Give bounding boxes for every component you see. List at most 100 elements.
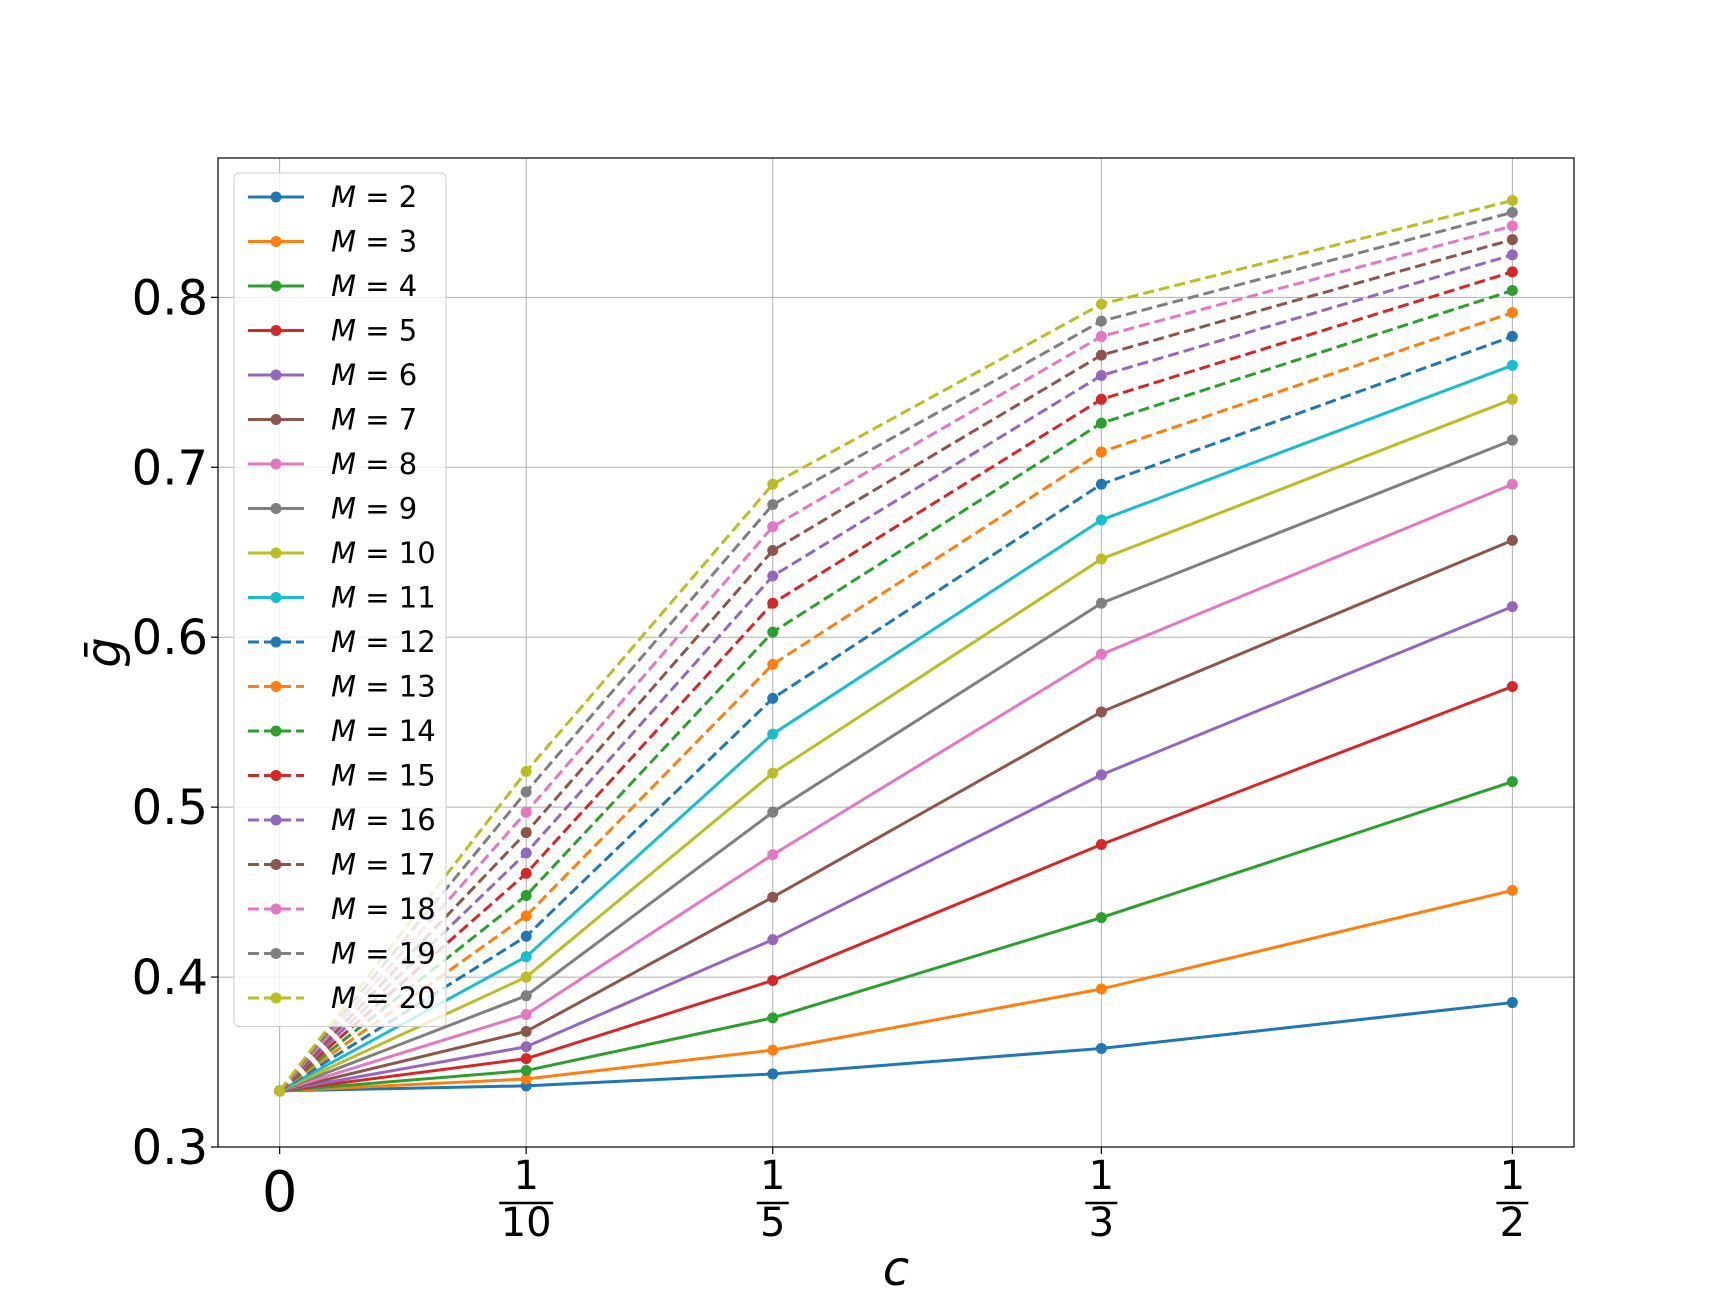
x-tick-numerator-1: 1 (513, 1153, 538, 1199)
data-point-14-4 (1506, 285, 1518, 297)
y-axis-label: ḡ (76, 637, 132, 667)
data-point-19-2 (767, 499, 779, 511)
data-point-13-4 (1506, 307, 1518, 319)
legend-item-8: M = 8 (248, 447, 417, 481)
legend-label-var-4: M (331, 269, 356, 303)
legend-label-value-18: = 18 (356, 892, 436, 926)
legend-label-20: M = 20 (331, 981, 436, 1015)
y-axis-ticks: 0.3 0.4 0.5 0.6 0.7 0.8 (132, 270, 218, 1176)
legend-swatch-marker-5 (270, 325, 282, 336)
legend-item-3: M = 3 (248, 225, 417, 259)
legend-label-value-9: = 9 (356, 492, 417, 526)
legend-label-4: M = 4 (331, 269, 417, 303)
x-tick-numerator-3: 1 (1089, 1153, 1114, 1199)
data-point-16-1 (520, 847, 532, 859)
series-9 (274, 434, 1518, 1097)
legend-label-var-11: M (331, 581, 356, 615)
legend-label-var-7: M (331, 403, 356, 437)
data-point-3-3 (1095, 983, 1107, 995)
data-point-7-3 (1095, 706, 1107, 718)
data-point-14-2 (767, 626, 779, 638)
data-point-14-3 (1095, 417, 1107, 429)
x-tick-denominator-2: 5 (760, 1200, 785, 1246)
data-point-2-3 (1095, 1042, 1107, 1054)
legend-label-value-11: = 11 (356, 581, 436, 615)
legend-label-var-6: M (331, 358, 356, 392)
legend-swatch-marker-17 (270, 859, 282, 870)
legend-item-20: M = 20 (248, 981, 436, 1015)
data-point-8-2 (767, 849, 779, 861)
legend-label-var-13: M (331, 670, 356, 704)
legend-item-14: M = 14 (248, 714, 436, 748)
series-20 (274, 194, 1518, 1097)
legend-label-5: M = 5 (331, 314, 417, 348)
data-point-17-1 (520, 827, 532, 839)
legend-label-value-4: = 4 (356, 269, 417, 303)
data-point-9-3 (1095, 597, 1107, 609)
legend-label-15: M = 15 (331, 759, 436, 793)
data-point-19-4 (1506, 206, 1518, 218)
series-15 (274, 266, 1518, 1097)
legend-swatch-marker-15 (270, 770, 282, 781)
data-point-3-1 (520, 1073, 532, 1085)
data-point-15-1 (520, 867, 532, 879)
x-tick-numerator-2: 1 (760, 1153, 785, 1199)
legend-item-12: M = 12 (248, 625, 436, 659)
legend-label-12: M = 12 (331, 625, 436, 659)
legend-swatch-marker-6 (270, 369, 282, 381)
legend-item-4: M = 4 (248, 269, 417, 303)
legend-label-var-15: M (331, 759, 356, 793)
legend-item-11: M = 11 (248, 581, 436, 615)
legend-label-var-10: M (331, 536, 356, 570)
legend-swatch-marker-4 (270, 280, 282, 292)
legend-item-15: M = 15 (248, 759, 436, 793)
data-point-6-4 (1506, 601, 1518, 613)
legend-item-10: M = 10 (248, 536, 436, 570)
legend-item-16: M = 16 (248, 803, 436, 837)
legend-label-9: M = 9 (331, 492, 417, 526)
legend-label-var-17: M (331, 848, 356, 882)
legend: M = 2M = 3M = 4M = 5M = 6M = 7M = 8M = 9… (233, 172, 447, 1027)
data-point-18-4 (1506, 220, 1518, 232)
data-point-18-2 (767, 521, 779, 533)
legend-item-7: M = 7 (248, 403, 417, 437)
legend-label-6: M = 6 (331, 358, 417, 392)
legend-swatch-marker-10 (270, 547, 282, 559)
data-point-17-3 (1095, 349, 1107, 361)
data-point-20-3 (1095, 298, 1107, 310)
data-point-13-2 (767, 658, 779, 670)
x-axis-label: c (883, 1241, 909, 1296)
legend-label-value-8: = 8 (356, 447, 417, 481)
data-point-20-4 (1506, 194, 1518, 206)
legend-label-var-5: M (331, 314, 356, 348)
data-point-11-3 (1095, 514, 1107, 526)
data-point-18-1 (520, 806, 532, 818)
legend-item-18: M = 18 (248, 892, 436, 926)
data-point-16-2 (767, 570, 779, 582)
data-point-20-0 (274, 1085, 286, 1097)
data-point-12-3 (1095, 478, 1107, 490)
legend-item-19: M = 19 (248, 937, 436, 971)
legend-label-value-19: = 19 (356, 937, 436, 971)
data-point-18-3 (1095, 330, 1107, 342)
data-point-6-1 (520, 1041, 532, 1053)
data-point-4-2 (767, 1012, 779, 1024)
data-point-17-2 (767, 545, 779, 557)
y-tick-label-5: 0.8 (132, 270, 208, 326)
data-point-11-2 (767, 728, 779, 740)
legend-label-14: M = 14 (331, 714, 436, 748)
data-point-11-4 (1506, 359, 1518, 371)
data-point-19-1 (520, 786, 532, 798)
legend-item-13: M = 13 (248, 670, 436, 704)
legend-label-2: M = 2 (331, 180, 417, 214)
data-point-9-4 (1506, 434, 1518, 446)
data-point-11-1 (520, 951, 532, 963)
legend-swatch-marker-11 (270, 592, 282, 603)
legend-box (233, 172, 447, 1027)
y-tick-label-3: 0.6 (132, 610, 208, 666)
data-point-10-3 (1095, 553, 1107, 565)
legend-label-value-2: = 2 (356, 180, 417, 214)
data-point-5-2 (767, 974, 779, 986)
